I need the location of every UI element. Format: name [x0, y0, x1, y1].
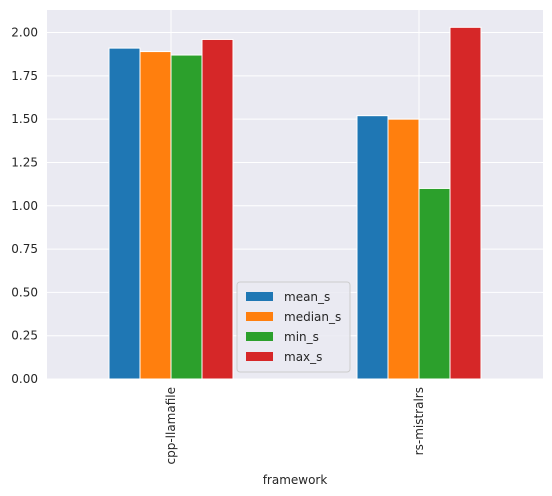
y-tick-label: 0.25 — [11, 329, 38, 343]
y-tick-label: 0.75 — [11, 242, 38, 256]
y-tick-label: 2.00 — [11, 26, 38, 40]
bar-mean_s-cpp-llamafile — [108, 47, 141, 380]
y-tick-label: 0.00 — [11, 372, 38, 386]
bar-min_s-cpp-llamafile — [170, 54, 203, 380]
x-tick-label: cpp-llamafile — [164, 387, 178, 465]
y-axis-ticks: 0.00 0.25 0.50 0.75 1.00 1.25 1.50 1.75 2.00 — [11, 26, 38, 386]
y-tick-label: 1.50 — [11, 112, 38, 126]
legend-label-median_s: median_s — [284, 310, 341, 324]
legend-label-mean_s: mean_s — [284, 290, 330, 304]
bars — [108, 26, 482, 380]
bar-max_s-cpp-llamafile — [201, 38, 234, 380]
y-tick-label: 1.00 — [11, 199, 38, 213]
x-tick-label: rs-mistralrs — [412, 387, 426, 455]
bar-median_s-rs-mistralrs — [387, 118, 420, 380]
legend-box — [236, 281, 351, 373]
legend-label-max_s: max_s — [284, 350, 322, 364]
x-axis-ticks: cpp-llamafile rs-mistralrs — [164, 387, 426, 465]
bar-mean_s-rs-mistralrs — [356, 115, 389, 380]
x-axis-label: framework — [263, 473, 328, 487]
bar-min_s-rs-mistralrs — [418, 187, 451, 380]
y-tick-label: 0.50 — [11, 285, 38, 299]
legend-label-min_s: min_s — [284, 330, 319, 344]
bar-median_s-cpp-llamafile — [139, 51, 172, 380]
legend-swatch-max_s — [246, 352, 273, 361]
y-tick-label: 1.25 — [11, 155, 38, 169]
legend-swatch-median_s — [246, 312, 273, 321]
legend-swatch-min_s — [246, 332, 273, 341]
bar-max_s-rs-mistralrs — [449, 26, 482, 380]
legend-swatch-mean_s — [246, 292, 273, 301]
y-tick-label: 1.75 — [11, 69, 38, 83]
legend: mean_s median_s min_s max_s — [236, 281, 351, 373]
